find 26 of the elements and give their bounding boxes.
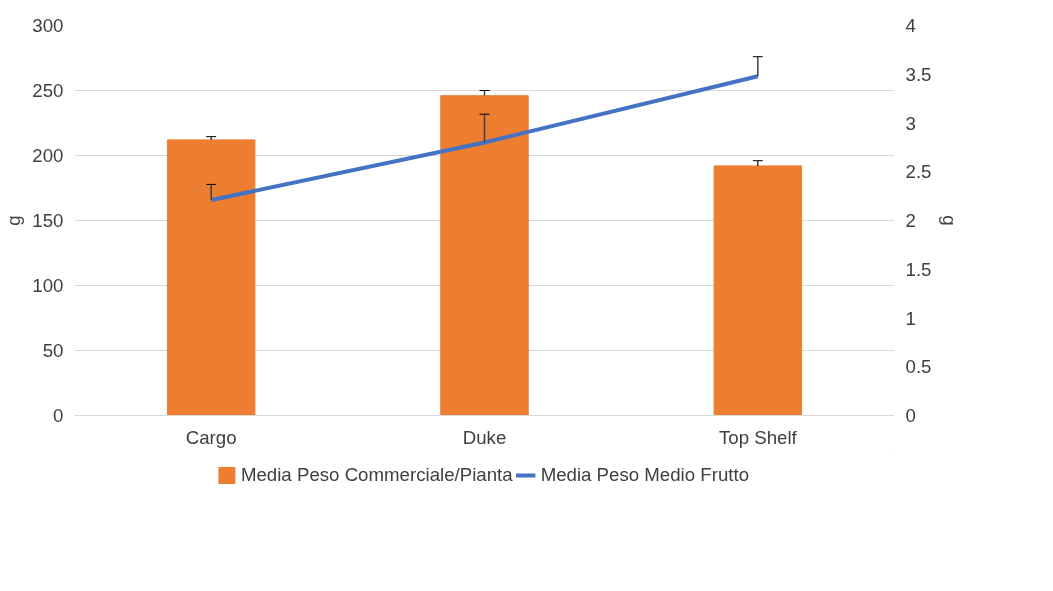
y2-tick-label: 3.5	[905, 63, 932, 85]
y2-tick-label: 2.5	[905, 161, 932, 183]
y-axis-title: g	[3, 215, 25, 226]
legend-label: Media Peso Medio Frutto	[540, 464, 750, 486]
y2-tick-label: 2	[905, 210, 916, 231]
y-tick-label: 200	[32, 145, 64, 166]
y-tick-label: 0	[53, 405, 64, 426]
y2-tick-label: 0	[905, 405, 916, 426]
y2-tick-label: 3	[905, 112, 916, 134]
y2-tick-label: 0.5	[905, 356, 932, 378]
y-tick-label: 250	[32, 80, 64, 101]
y2-tick-label: 4	[905, 15, 916, 36]
x-tick-label: Top Shelf	[718, 426, 798, 448]
legend-label: Media Peso Commerciale/Pianta	[240, 464, 513, 486]
y2-tick-label: 1.5	[905, 258, 932, 280]
bar	[440, 95, 529, 416]
y-tick-label: 300	[32, 15, 64, 36]
y2-tick-label: 1	[905, 307, 916, 329]
y-tick-label: 100	[32, 275, 64, 296]
bar	[713, 165, 803, 416]
y-tick-label: 150	[32, 210, 64, 231]
y-tick-label: 50	[42, 340, 64, 361]
x-tick-label: Duke	[462, 426, 507, 448]
y2-axis-title: g	[939, 215, 961, 226]
x-tick-label: Cargo	[185, 426, 237, 448]
bar	[166, 139, 256, 416]
